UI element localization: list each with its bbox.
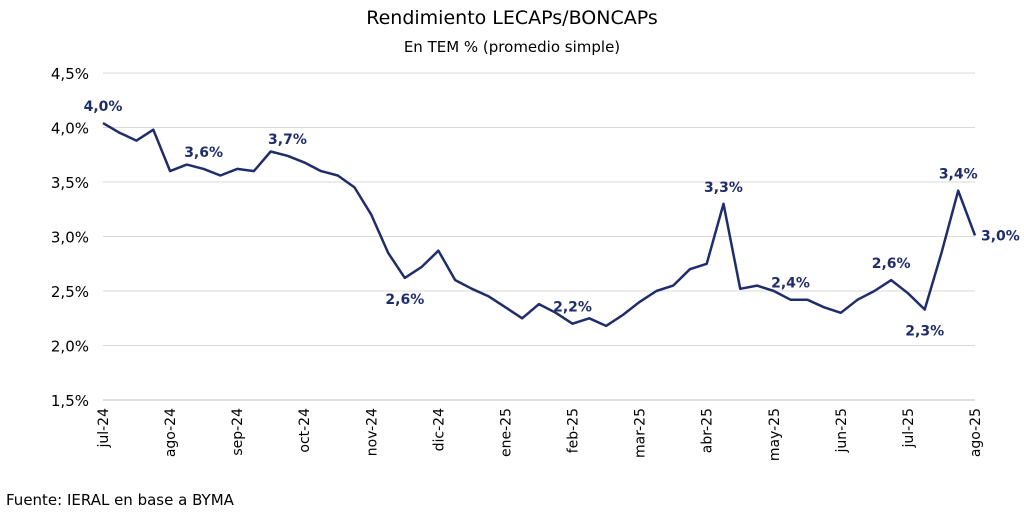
chart-subtitle: En TEM % (promedio simple) [404, 38, 620, 56]
x-tick-label: ago-24 [163, 408, 179, 457]
data-label: 2,6% [872, 256, 911, 272]
y-tick-label: 4,0% [51, 120, 89, 138]
data-label: 3,6% [184, 145, 223, 161]
data-label: 2,2% [553, 300, 592, 316]
x-tick-label: nov-24 [364, 408, 380, 456]
x-tick-label: abr-25 [700, 408, 716, 453]
data-label: 3,0% [981, 228, 1020, 244]
x-tick-label: ago-25 [968, 408, 984, 457]
x-tick-label: oct-24 [297, 408, 313, 453]
y-tick-label: 4,5% [51, 65, 89, 83]
y-tick-label: 2,5% [51, 283, 89, 301]
x-tick-label: mar-25 [633, 408, 649, 458]
y-tick-label: 3,0% [51, 229, 89, 247]
data-label: 3,4% [939, 167, 978, 183]
source-note: Fuente: IERAL en base a BYMA [6, 491, 235, 509]
x-tick-label: jul-25 [901, 408, 917, 449]
chart-title: Rendimiento LECAPs/BONCAPs [366, 7, 658, 29]
y-tick-label: 2,0% [51, 338, 89, 356]
y-tick-label: 1,5% [51, 392, 89, 410]
x-tick-label: feb-25 [566, 408, 582, 453]
data-label: 3,7% [268, 132, 307, 148]
x-tick-label: jul-24 [96, 408, 112, 449]
line-series [102, 122, 977, 328]
x-tick-label: jun-25 [834, 408, 850, 454]
x-tick-label: may-25 [767, 408, 783, 461]
x-tick-label: sep-24 [230, 408, 246, 456]
data-label: 2,6% [385, 292, 424, 308]
y-tick-label: 3,5% [51, 174, 89, 192]
x-tick-label: dic-24 [431, 408, 447, 451]
data-label: 2,3% [905, 324, 944, 340]
x-tick-label: ene-25 [498, 408, 514, 457]
data-label: 2,4% [771, 276, 810, 292]
data-label: 4,0% [84, 99, 123, 115]
data-label: 3,3% [704, 180, 743, 196]
